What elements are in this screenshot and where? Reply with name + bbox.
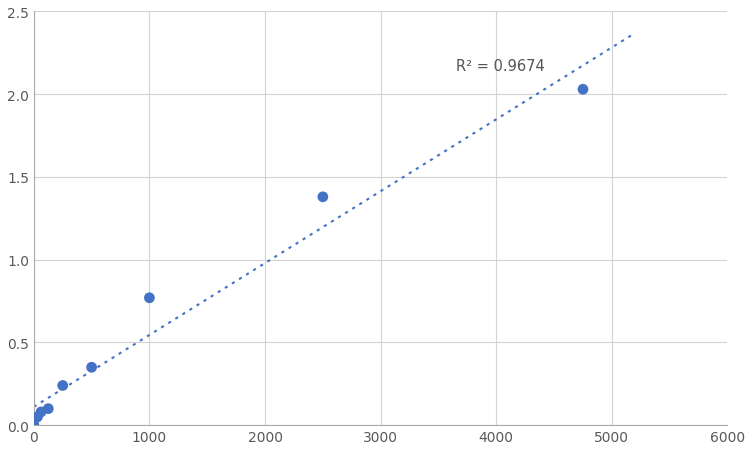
- Point: [42, 405, 54, 412]
- Text: R² = 0.9674: R² = 0.9674: [456, 59, 544, 74]
- Point: [32, 414, 44, 421]
- Point: [35, 409, 47, 416]
- Point: [144, 295, 156, 302]
- Point: [56, 382, 68, 389]
- Point: [86, 364, 98, 371]
- Point: [317, 194, 329, 201]
- Point: [577, 87, 589, 94]
- Point: [28, 421, 40, 428]
